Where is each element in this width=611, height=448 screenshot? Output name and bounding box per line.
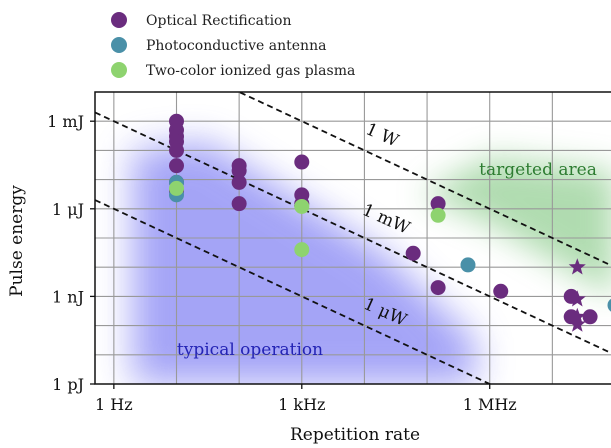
reference-label-1-w: 1 W — [363, 119, 402, 151]
legend-marker-optical-rectification — [111, 12, 127, 28]
plot-frame — [94, 91, 611, 385]
point-optical-rectification-9 — [231, 163, 247, 179]
point-optical-rectification-4 — [169, 142, 185, 158]
legend-label-photoconductive-antenna: Photoconductive antenna — [146, 38, 326, 54]
data-points — [169, 113, 611, 332]
region-targeted-area — [421, 156, 611, 295]
point-photoconductive-antenna-3 — [607, 298, 611, 312]
point-optical-rectification-star-markers-0 — [568, 258, 586, 275]
point-optical-rectification-17 — [430, 280, 446, 296]
point-optical-rectification-12 — [294, 154, 310, 170]
shaded-regions — [132, 141, 611, 384]
point-two-color-ionized-gas-plasma-3 — [430, 207, 446, 223]
point-optical-rectification-15 — [405, 245, 421, 261]
legend-marker-photoconductive-antenna — [111, 37, 127, 53]
point-two-color-ionized-gas-plasma-2 — [294, 242, 310, 258]
point-optical-rectification-16 — [430, 196, 446, 212]
region-typical-operation — [132, 141, 476, 384]
legend-item-optical-rectification: Optical Rectification — [111, 12, 292, 29]
y-tick-label: 1 pJ — [52, 375, 84, 394]
point-photoconductive-antenna-2 — [460, 257, 476, 273]
x-tick-label: 1 MHz — [463, 395, 517, 414]
annotation-typical-operation: typical operation — [177, 340, 323, 360]
x-tick-label: 1 kHz — [278, 395, 325, 414]
point-optical-rectification-5 — [169, 158, 185, 174]
annotation-targeted-area: targeted area — [479, 160, 597, 180]
point-optical-rectification-star-markers-1 — [568, 290, 586, 307]
y-tick-label: 1 nJ — [52, 287, 84, 306]
legend-label-optical-rectification: Optical Rectification — [146, 13, 292, 29]
point-optical-rectification-21 — [582, 309, 598, 325]
point-optical-rectification-18 — [493, 283, 509, 299]
legend: Optical Rectification Photoconductive an… — [111, 12, 355, 79]
legend-label-two-color-plasma: Two-color ionized gas plasma — [146, 63, 355, 79]
x-axis-label: Repetition rate — [290, 425, 420, 445]
point-two-color-ionized-gas-plasma-1 — [294, 198, 310, 214]
legend-item-photoconductive-antenna: Photoconductive antenna — [111, 37, 326, 54]
legend-marker-two-color-plasma — [111, 62, 127, 78]
point-optical-rectification-10 — [231, 174, 247, 190]
point-optical-rectification-11 — [231, 196, 247, 212]
y-tick-label: 1 μJ — [52, 200, 84, 219]
y-axis-label: Pulse energy — [7, 185, 27, 297]
reference-label-1-mw: 1 mW — [359, 200, 413, 239]
y-tick-label: 1 mJ — [47, 112, 84, 131]
axis-ticks: 1 Hz 1 kHz 1 MHz 1 pJ 1 nJ 1 μJ 1 mJ — [47, 112, 517, 414]
point-two-color-ionized-gas-plasma-0 — [169, 180, 185, 196]
x-tick-label: 1 Hz — [95, 395, 133, 414]
point-optical-rectification-star-markers-3 — [568, 315, 586, 332]
legend-item-two-color-plasma: Two-color ionized gas plasma — [111, 62, 355, 79]
plot-area: 1 Hz 1 kHz 1 MHz 1 pJ 1 nJ 1 μJ 1 mJ 1 W 1 mW1 … — [47, 91, 611, 414]
reference-line-1-w — [95, 199, 492, 384]
